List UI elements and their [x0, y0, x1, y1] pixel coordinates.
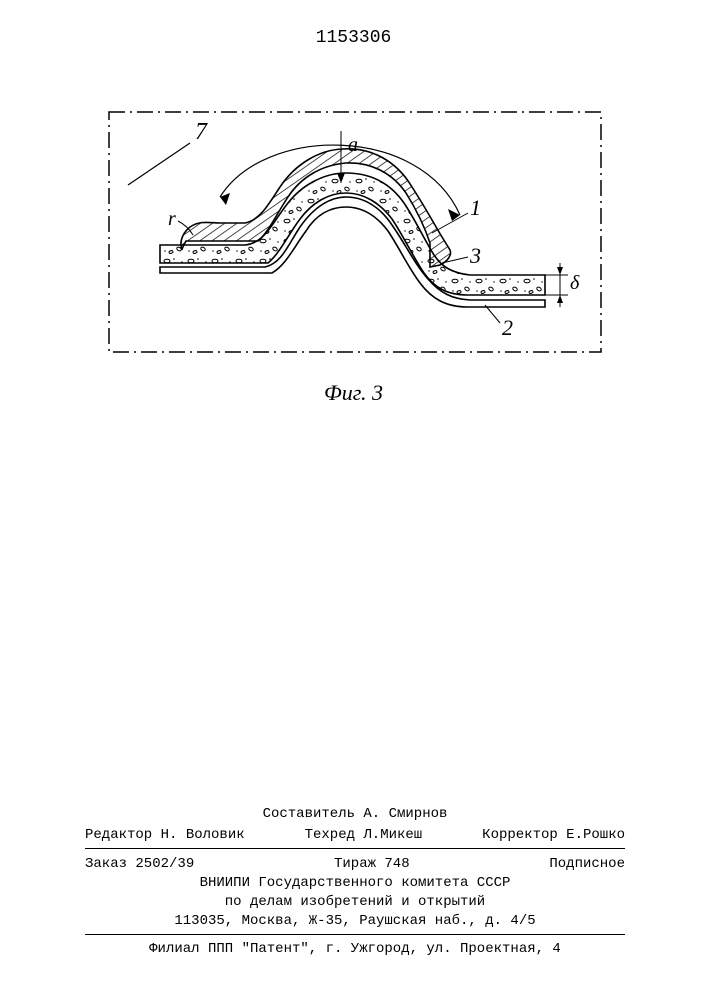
circulation: Тираж 748 [334, 855, 410, 874]
address: 113035, Москва, Ж-35, Раушская наб., д. … [85, 912, 625, 931]
label-a: a [348, 134, 358, 156]
label-2: 2 [502, 315, 513, 340]
divider-1 [85, 848, 625, 849]
compiler: Составитель А. Смирнов [85, 805, 625, 824]
figure-caption: Фиг. 3 [0, 380, 707, 406]
label-7: 7 [195, 119, 208, 145]
figure-svg: 7 a r 1 3 2 δ [90, 95, 620, 370]
divider-2 [85, 934, 625, 935]
page-number: 1153306 [0, 28, 707, 48]
subscription: Подписное [549, 855, 625, 874]
footer-publication: Заказ 2502/39 Тираж 748 Подписное ВНИИПИ… [85, 855, 625, 938]
org-line-1: ВНИИПИ Государственного комитета СССР [85, 874, 625, 893]
label-r: r [168, 208, 176, 230]
figure-3: 7 a r 1 3 2 δ [90, 95, 620, 370]
leader-1 [432, 213, 468, 233]
corrector: Корректор Е.Рошко [482, 826, 625, 845]
techred: Техред Л.Микеш [305, 826, 423, 845]
branch: Филиал ППП "Патент", г. Ужгород, ул. Про… [85, 940, 625, 959]
label-delta: δ [570, 272, 580, 294]
order: Заказ 2502/39 [85, 855, 194, 874]
org-line-2: по делам изобретений и открытий [85, 893, 625, 912]
delta-arrow-top [557, 267, 563, 275]
editor: Редактор Н. Воловик [85, 826, 245, 845]
delta-arrow-bot [557, 295, 563, 303]
label-1: 1 [470, 195, 481, 220]
footer-branch: Филиал ППП "Патент", г. Ужгород, ул. Про… [85, 940, 625, 959]
footer-credits: Составитель А. Смирнов Редактор Н. Волов… [85, 805, 625, 852]
leader-7 [128, 143, 190, 185]
label-3: 3 [469, 243, 481, 268]
